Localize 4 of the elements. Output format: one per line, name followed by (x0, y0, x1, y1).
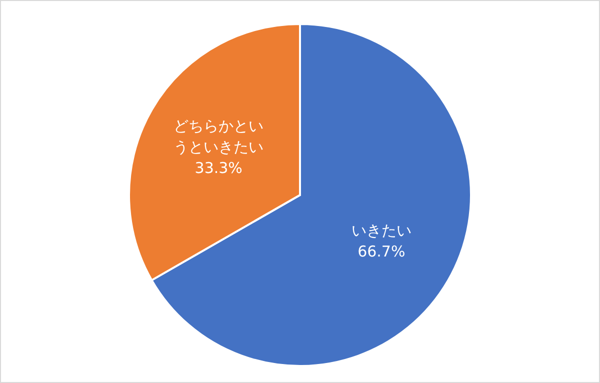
data-label: 33.3% (194, 158, 242, 177)
slice-label: いきたい (351, 222, 412, 240)
slice-label: どちらかというといきたい (174, 116, 264, 156)
data-label: 66.7% (358, 242, 406, 261)
